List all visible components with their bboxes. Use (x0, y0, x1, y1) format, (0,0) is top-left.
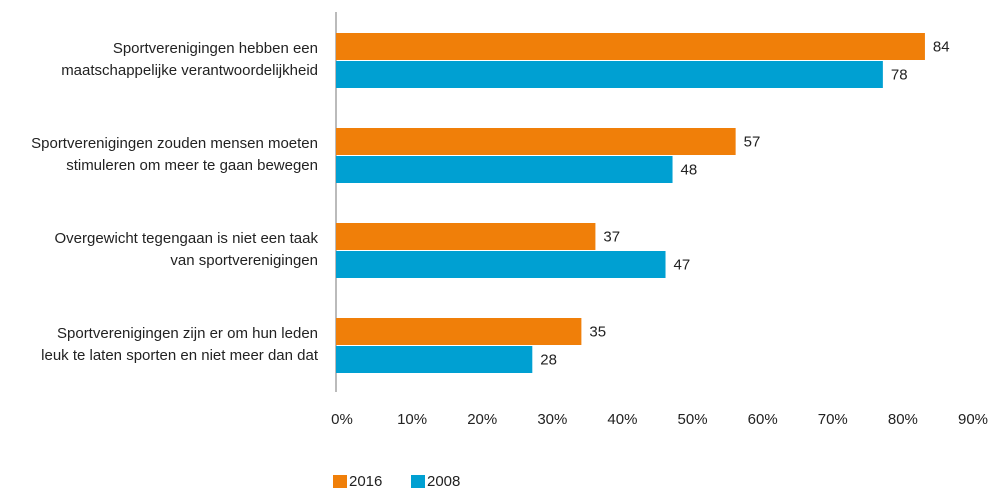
value-label: 47 (674, 256, 691, 273)
x-tick-label: 60% (748, 411, 778, 428)
bar (336, 346, 533, 373)
category-label: Sportverenigingen zouden mensen moeten st… (31, 135, 318, 174)
x-tick-label: 30% (537, 411, 567, 428)
bar (336, 33, 925, 60)
x-tick-label: 80% (888, 411, 918, 428)
x-tick-label: 10% (397, 411, 427, 428)
x-tick-label: 50% (678, 411, 708, 428)
bar (336, 128, 736, 155)
value-label: 35 (589, 323, 606, 340)
x-tick-label: 70% (818, 411, 848, 428)
bar (336, 318, 582, 345)
category-label: Sportverenigingen hebben een maatschappel… (61, 40, 318, 79)
x-tick-label: 40% (607, 411, 637, 428)
value-label: 28 (540, 351, 557, 368)
bar (336, 223, 596, 250)
bar (336, 156, 673, 183)
category-label: Overgewicht tegengaan is niet een taak va… (54, 230, 318, 269)
legend-label: 2008 (427, 473, 460, 488)
category-label: Sportverenigingen zijn er om hun leden le… (41, 325, 319, 364)
value-label: 48 (681, 161, 698, 178)
legend-swatch (411, 475, 425, 488)
value-label: 37 (603, 228, 620, 245)
legend-swatch (333, 475, 347, 488)
value-label: 84 (933, 38, 950, 55)
x-tick-label: 90% (958, 411, 988, 428)
bar (336, 61, 883, 88)
bar (336, 251, 666, 278)
value-label: 78 (891, 66, 908, 83)
legend-label: 2016 (349, 473, 382, 488)
value-label: 57 (744, 133, 761, 150)
x-tick-label: 0% (331, 411, 353, 428)
x-tick-label: 20% (467, 411, 497, 428)
